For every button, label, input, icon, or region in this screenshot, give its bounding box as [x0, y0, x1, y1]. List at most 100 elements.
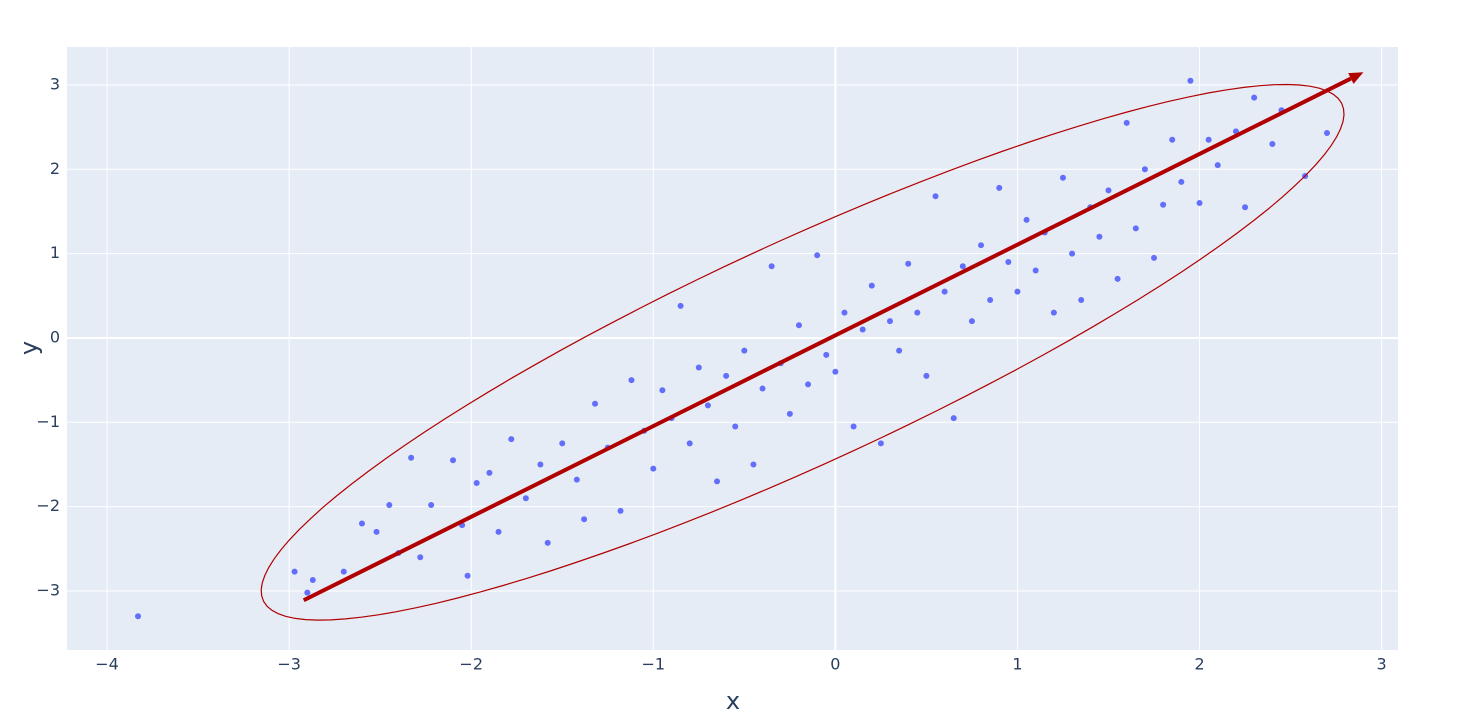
x-tick-label: 2	[1194, 655, 1204, 674]
point	[723, 372, 730, 379]
point	[1069, 250, 1076, 257]
y-axis-title: y	[15, 341, 43, 355]
point	[1005, 259, 1012, 266]
point	[814, 252, 821, 259]
point	[592, 400, 599, 407]
arrow-head	[1348, 72, 1364, 84]
point	[750, 461, 757, 468]
point	[868, 282, 875, 289]
point	[1050, 309, 1057, 316]
y-tick-label: −2	[36, 496, 60, 515]
x-tick-label: −1	[641, 655, 665, 674]
y-tick-label: 0	[50, 327, 60, 346]
point	[1032, 267, 1039, 274]
point	[905, 260, 912, 267]
point	[950, 415, 957, 422]
x-axis-title: x	[726, 687, 740, 715]
point	[677, 302, 684, 309]
point	[495, 528, 502, 535]
x-tick-label: −3	[277, 655, 301, 674]
plot-area	[67, 47, 1398, 650]
point	[1105, 187, 1112, 194]
point	[304, 589, 311, 596]
point	[386, 501, 393, 508]
point	[1096, 233, 1103, 240]
point	[1242, 204, 1249, 211]
point	[850, 423, 857, 430]
point	[650, 465, 657, 472]
point	[1151, 254, 1158, 261]
point	[968, 318, 975, 325]
point	[573, 476, 580, 483]
point	[1160, 201, 1167, 208]
point	[1023, 216, 1030, 223]
y-tick-label: 2	[50, 159, 60, 178]
point	[732, 423, 739, 430]
x-tick-label: −2	[459, 655, 483, 674]
point	[795, 322, 802, 329]
point	[786, 410, 793, 417]
point	[1269, 140, 1276, 147]
point	[805, 381, 812, 388]
y-tick-label: 3	[50, 74, 60, 93]
point	[135, 613, 142, 620]
point	[996, 184, 1003, 191]
point	[1205, 136, 1212, 143]
point	[1014, 288, 1021, 295]
point	[1114, 275, 1121, 282]
point	[959, 263, 966, 270]
point	[628, 377, 635, 384]
point	[1251, 94, 1258, 101]
point	[841, 309, 848, 316]
point	[544, 539, 551, 546]
point	[1214, 162, 1221, 169]
point	[932, 193, 939, 200]
point	[1141, 166, 1148, 173]
point	[987, 297, 994, 304]
point	[914, 309, 921, 316]
point	[1187, 77, 1194, 84]
point	[659, 387, 666, 394]
point	[486, 469, 493, 476]
point	[1132, 225, 1139, 232]
x-tick-label: 3	[1377, 655, 1387, 674]
point	[417, 554, 424, 561]
point	[428, 501, 435, 508]
point	[877, 440, 884, 447]
x-tick-label: −4	[95, 655, 119, 674]
point	[464, 572, 471, 579]
point	[695, 364, 702, 371]
point	[768, 263, 775, 270]
y-tick-label: −1	[36, 412, 60, 431]
point	[1123, 119, 1130, 126]
point	[340, 568, 347, 575]
point	[559, 440, 566, 447]
x-tick-label: 1	[1012, 655, 1022, 674]
y-tick-label: −3	[36, 580, 60, 599]
x-tick-label: 0	[830, 655, 840, 674]
point	[309, 577, 316, 584]
point	[686, 440, 693, 447]
point	[1323, 130, 1330, 137]
point	[291, 568, 298, 575]
point	[886, 318, 893, 325]
arrow-line	[302, 76, 1352, 603]
point	[896, 347, 903, 354]
point	[704, 402, 711, 409]
point	[714, 478, 721, 485]
point	[923, 372, 930, 379]
point	[473, 480, 480, 487]
point	[373, 528, 380, 535]
point	[832, 368, 839, 375]
point	[617, 507, 624, 514]
y-tick-label: 1	[50, 243, 60, 262]
ellipse	[260, 83, 1345, 621]
point	[581, 516, 588, 523]
point	[508, 436, 515, 443]
point	[941, 288, 948, 295]
point	[358, 520, 365, 527]
point	[978, 242, 985, 249]
point	[859, 326, 866, 333]
point	[741, 347, 748, 354]
